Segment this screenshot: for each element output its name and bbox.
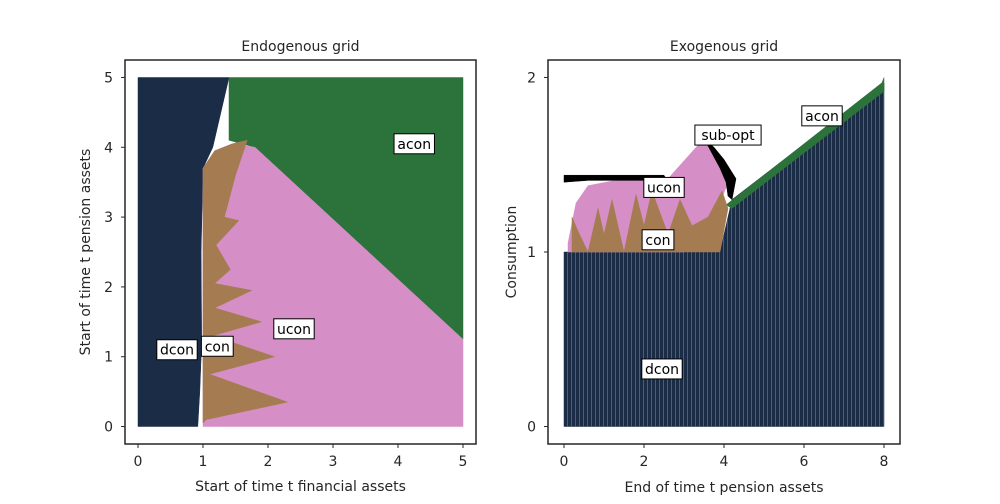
endogenous-label-text-acon: acon <box>397 137 431 153</box>
endogenous-label-box-acon <box>393 133 435 155</box>
exogenous-plot-area <box>563 77 885 427</box>
endogenous-x-tick-label: 2 <box>264 454 273 470</box>
endogenous-y-axis-label: Start of time t pension assets <box>78 149 94 356</box>
exogenous-label-ucon: ucon <box>643 176 685 198</box>
exogenous-x-tick-label: 4 <box>720 454 729 470</box>
endogenous-title: Endogenous grid <box>241 39 359 55</box>
exogenous-label-con: con <box>641 229 675 251</box>
endogenous-x-ticks: 0 1 2 3 4 5 <box>134 444 468 470</box>
exogenous-x-tick-label: 0 <box>560 454 569 470</box>
endogenous-label-ucon: ucon <box>273 318 315 340</box>
endogenous-axes-frame <box>124 59 477 445</box>
exogenous-label-text-sub-opt: sub-opt <box>701 128 755 144</box>
endogenous-panel: Endogenous grid dcon con ucon acon 0 1 2 3 4 5 0… <box>78 39 477 495</box>
exogenous-label-box-acon <box>801 105 843 127</box>
exogenous-y-tick-label: 1 <box>527 245 536 261</box>
exogenous-y-tick-label: 0 <box>527 420 536 436</box>
endogenous-y-tick-label: 3 <box>104 210 113 226</box>
exogenous-y-ticks: 0 1 2 <box>527 70 548 436</box>
exogenous-label-dcon: dcon <box>641 358 683 380</box>
exogenous-panel: Exogenous grid dcon con ucon sub-opt acon 0 2… <box>504 39 901 496</box>
exogenous-label-box-con <box>641 229 675 251</box>
endogenous-y-ticks: 0 1 2 3 4 5 <box>104 70 125 436</box>
endogenous-label-box-ucon <box>273 318 315 340</box>
endogenous-label-box-con <box>200 335 234 357</box>
endogenous-x-tick-label: 1 <box>199 454 208 470</box>
endogenous-x-axis-label: Start of time t financial assets <box>195 479 406 495</box>
endogenous-plot-area <box>137 77 464 427</box>
endogenous-label-dcon: dcon <box>156 339 198 361</box>
exogenous-label-text-con: con <box>645 233 670 249</box>
exogenous-label-text-dcon: dcon <box>645 362 679 378</box>
exogenous-label-text-ucon: ucon <box>647 180 681 196</box>
exogenous-y-axis-label: Consumption <box>504 206 520 299</box>
exogenous-label-box-sub-opt <box>694 124 762 146</box>
endogenous-label-text-ucon: ucon <box>277 322 311 338</box>
exogenous-region-con <box>571 190 729 253</box>
exogenous-label-sub-opt: sub-opt <box>694 124 762 146</box>
exogenous-title: Exogenous grid <box>670 39 778 55</box>
exogenous-x-tick-label: 8 <box>880 454 889 470</box>
endogenous-label-text-con: con <box>205 339 230 355</box>
exogenous-label-box-dcon <box>641 358 683 380</box>
endogenous-y-tick-label: 2 <box>104 280 113 296</box>
endogenous-label-acon: acon <box>393 133 435 155</box>
exogenous-region-sub-opt <box>703 138 737 201</box>
endogenous-label-con: con <box>200 335 234 357</box>
endogenous-y-tick-label: 1 <box>104 350 113 366</box>
exogenous-x-ticks: 0 2 4 6 8 <box>560 444 889 470</box>
endogenous-label-box-dcon <box>156 339 198 361</box>
exogenous-label-text-acon: acon <box>805 109 839 125</box>
exogenous-x-tick-label: 2 <box>640 454 649 470</box>
endogenous-y-tick-label: 0 <box>104 420 113 436</box>
endogenous-x-tick-label: 4 <box>394 454 403 470</box>
exogenous-label-acon: acon <box>801 105 843 127</box>
exogenous-x-axis-label: End of time t pension assets <box>624 480 823 496</box>
exogenous-region-acon <box>725 77 885 209</box>
endogenous-label-text-dcon: dcon <box>160 343 194 359</box>
exogenous-region-labels: dcon con ucon sub-opt acon <box>641 105 843 380</box>
endogenous-x-tick-label: 3 <box>329 454 338 470</box>
exogenous-y-tick-label: 2 <box>527 70 536 86</box>
endogenous-x-tick-label: 0 <box>134 454 143 470</box>
exogenous-x-tick-label: 6 <box>800 454 809 470</box>
endogenous-y-tick-label: 5 <box>104 70 113 86</box>
endogenous-region-labels: dcon con ucon acon <box>156 133 435 361</box>
exogenous-label-box-ucon <box>643 176 685 198</box>
endogenous-x-tick-label: 5 <box>459 454 468 470</box>
endogenous-y-tick-label: 4 <box>104 140 113 156</box>
